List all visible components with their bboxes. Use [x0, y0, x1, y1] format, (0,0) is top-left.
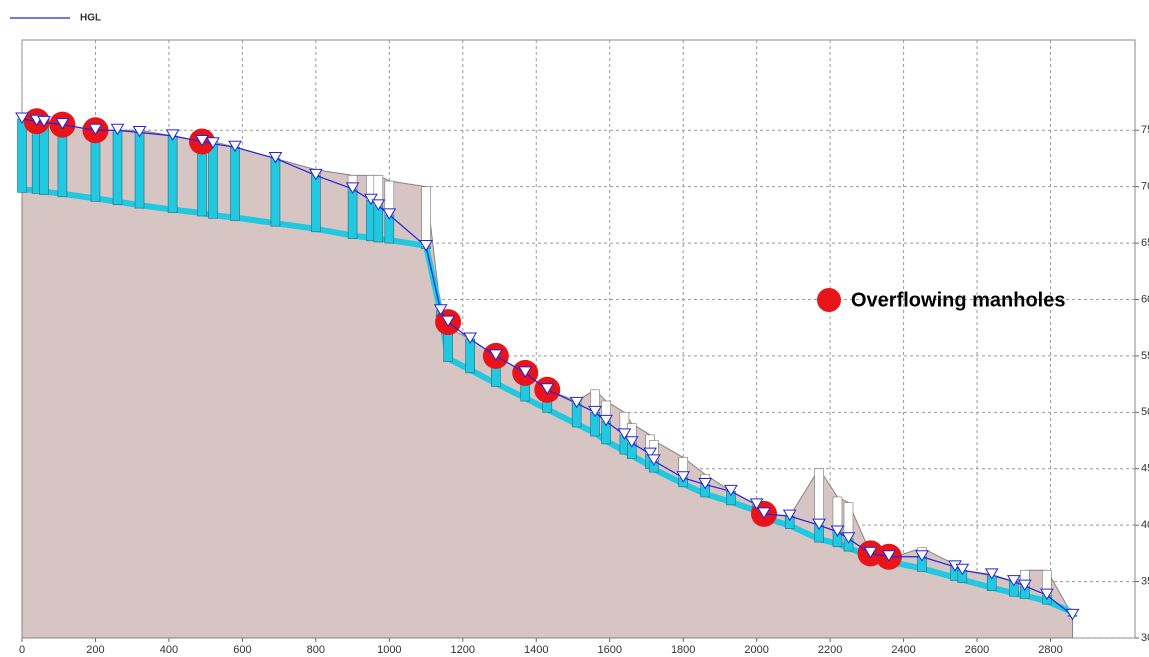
manhole-water — [112, 129, 123, 206]
hgl-marker — [195, 135, 209, 147]
hgl-marker — [419, 239, 433, 252]
hgl-marker — [724, 484, 738, 497]
manhole-water — [17, 118, 27, 193]
manhole-water — [230, 146, 240, 221]
hgl-marker — [308, 168, 323, 181]
hgl-marker — [1006, 575, 1021, 587]
y-tick-label: 35 — [1141, 575, 1149, 587]
x-tick-label: 2600 — [965, 644, 989, 656]
hgl-marker — [588, 405, 602, 418]
hgl-marker — [110, 123, 125, 136]
hgl-marker — [749, 498, 764, 510]
manhole-water — [373, 205, 384, 243]
y-tick-label: 70 — [1141, 181, 1149, 193]
hgl-marker — [984, 568, 999, 580]
manhole-water — [134, 132, 145, 209]
x-tick-label: 2000 — [744, 644, 768, 656]
x-tick-label: 1400 — [524, 644, 548, 656]
y-tick-label: 55 — [1141, 350, 1149, 362]
hgl-marker — [463, 332, 478, 344]
manhole-empty — [421, 186, 431, 247]
hgl-marker — [646, 454, 661, 466]
hgl-marker — [433, 304, 448, 316]
hgl-marker — [228, 140, 242, 153]
hgl-marker — [830, 525, 845, 537]
hgl-marker — [15, 112, 29, 124]
hgl-marker — [488, 349, 503, 361]
hgl-marker — [1065, 608, 1080, 621]
hgl-marker — [955, 563, 970, 576]
y-tick-label: 40 — [1141, 519, 1149, 531]
hgl-marker — [863, 546, 878, 559]
hgl-marker — [1017, 579, 1032, 592]
x-tick-label: 1600 — [597, 644, 621, 656]
hgl-marker — [88, 123, 103, 136]
hgl-marker — [382, 208, 397, 220]
hgl-marker — [37, 115, 51, 128]
hgl-marker — [165, 129, 180, 141]
x-tick-label: 800 — [307, 644, 325, 656]
manhole-empty — [814, 468, 824, 526]
hgl-marker — [812, 518, 826, 531]
x-tick-label: 200 — [86, 644, 104, 656]
annotation: Overflowing manholes — [851, 289, 1065, 311]
x-tick-label: 0 — [19, 644, 25, 656]
hgl-marker — [841, 532, 856, 544]
x-tick-label: 1000 — [377, 644, 401, 656]
y-tick-label: 45 — [1141, 463, 1149, 475]
hgl-marker — [371, 199, 386, 211]
x-tick-label: 400 — [160, 644, 178, 656]
y-tick-label: 75 — [1141, 124, 1149, 136]
hgl-marker — [624, 436, 639, 448]
manhole-water — [311, 175, 321, 233]
x-tick-label: 1800 — [671, 644, 695, 656]
hgl-marker — [569, 396, 584, 409]
hgl-marker — [757, 507, 771, 519]
hgl-marker — [915, 550, 929, 562]
y-tick-label: 60 — [1141, 293, 1149, 305]
hgl-marker — [518, 366, 533, 378]
x-tick-label: 2800 — [1038, 644, 1062, 656]
hgl-marker — [441, 315, 455, 328]
hgl-marker — [132, 126, 147, 138]
manhole-water — [465, 338, 475, 374]
x-tick-label: 600 — [233, 644, 251, 656]
hgl-marker — [599, 414, 613, 427]
hgl-marker — [698, 478, 713, 490]
hgl-marker — [882, 550, 896, 562]
hgl-marker — [268, 151, 283, 164]
hgl-marker — [345, 182, 360, 194]
legend-label: HGL — [80, 13, 101, 24]
y-tick-label: 50 — [1141, 406, 1149, 418]
x-tick-label: 1200 — [451, 644, 475, 656]
hgl-marker — [364, 193, 378, 206]
x-tick-label: 2200 — [818, 644, 842, 656]
manhole-water — [347, 188, 358, 239]
manhole-water — [270, 158, 281, 227]
y-tick-label: 65 — [1141, 237, 1149, 249]
hgl-marker — [1039, 588, 1054, 601]
hgl-marker — [782, 509, 797, 522]
y-tick-label: 30 — [1141, 632, 1149, 644]
hgl-marker — [206, 137, 220, 149]
hgl-marker — [540, 383, 555, 395]
hgl-marker — [643, 447, 658, 460]
manhole-water — [208, 143, 218, 219]
hgl-marker — [617, 428, 632, 440]
x-tick-label: 2400 — [891, 644, 915, 656]
manhole-water — [167, 135, 178, 213]
hgl-marker — [55, 118, 70, 130]
hgl-marker — [676, 471, 691, 483]
annotation-marker — [817, 288, 841, 312]
